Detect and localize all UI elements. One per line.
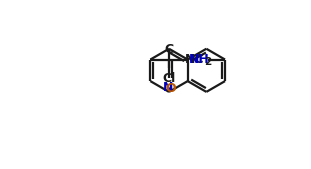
Text: Cl: Cl bbox=[162, 72, 176, 85]
Text: O: O bbox=[165, 82, 175, 95]
Text: NH: NH bbox=[188, 53, 209, 66]
Text: N: N bbox=[163, 81, 174, 94]
Text: 2: 2 bbox=[204, 57, 211, 67]
Text: NC: NC bbox=[185, 53, 205, 66]
Text: C: C bbox=[164, 43, 173, 56]
